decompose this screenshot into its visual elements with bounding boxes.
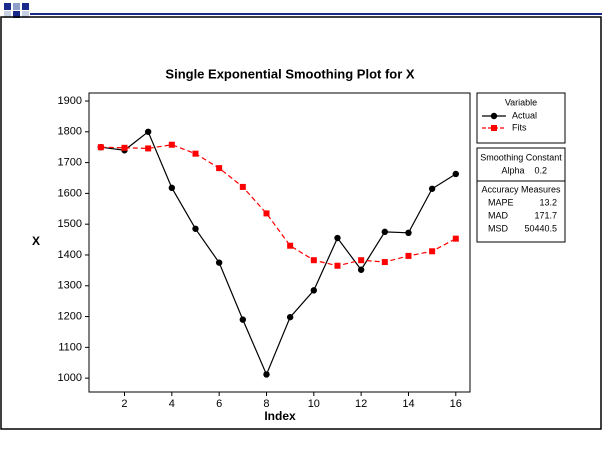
- data-point: [192, 225, 199, 232]
- data-point: [334, 234, 341, 242]
- y-tick-label: 1800: [58, 126, 82, 138]
- x-tick-label: 6: [216, 398, 222, 410]
- data-point: [287, 242, 294, 249]
- data-point: [121, 144, 128, 151]
- y-tick-label: 1600: [58, 187, 82, 199]
- legend-marker: [491, 125, 497, 131]
- data-point: [145, 145, 152, 152]
- plot-frame: [88, 92, 471, 393]
- legend-marker: [490, 112, 498, 120]
- data-point: [97, 144, 104, 151]
- data-point: [263, 210, 270, 217]
- accuracy-label: MAD: [488, 210, 509, 220]
- data-point: [192, 150, 199, 157]
- y-tick-label: 1400: [58, 249, 82, 261]
- x-tick-label: 8: [263, 398, 269, 410]
- chart-title: Single Exponential Smoothing Plot for X: [165, 66, 415, 81]
- data-point: [428, 185, 436, 192]
- smoothing-title: Smoothing Constant: [480, 152, 562, 162]
- x-tick-label: 14: [402, 398, 414, 410]
- data-point: [357, 266, 365, 273]
- legend-label: Fits: [512, 122, 527, 132]
- data-point: [405, 229, 412, 237]
- logo: [4, 3, 29, 18]
- accuracy-box: [476, 180, 566, 243]
- legend-label: Actual: [512, 110, 537, 120]
- data-point: [358, 257, 365, 264]
- accuracy-value: 13.2: [539, 197, 557, 207]
- data-point: [168, 141, 175, 148]
- x-tick-label: 12: [355, 398, 367, 410]
- data-point: [381, 228, 389, 236]
- series-line: [100, 130, 457, 376]
- x-tick-label: 16: [450, 398, 462, 410]
- data-point: [405, 252, 412, 259]
- data-point: [310, 287, 318, 294]
- data-point: [144, 128, 152, 135]
- data-point: [239, 316, 247, 323]
- data-point: [239, 183, 246, 190]
- y-tick-label: 1300: [58, 280, 82, 292]
- legend: Variable Smoothing Constant Alpha 0.2 Ac…: [476, 92, 566, 243]
- accuracy-value: 171.7: [534, 210, 557, 220]
- data-point: [215, 259, 223, 266]
- x-tick-label: 2: [121, 398, 127, 410]
- y-axis-label: X: [32, 234, 40, 248]
- data-point: [429, 248, 436, 255]
- data-point: [168, 184, 176, 192]
- y-tick-label: 1000: [58, 372, 82, 384]
- x-tick-label: 10: [308, 398, 320, 410]
- y-tick-label: 1700: [58, 156, 82, 168]
- x-axis-label: Index: [264, 409, 296, 423]
- slide-frame: [0, 16, 602, 430]
- accuracy-value: 50440.5: [524, 223, 557, 233]
- legend-title: Variable: [505, 97, 537, 107]
- y-tick-label: 1900: [58, 95, 82, 107]
- data-point: [452, 170, 460, 178]
- data-point: [381, 259, 388, 266]
- data-point: [216, 165, 223, 172]
- y-tick-label: 1100: [58, 341, 82, 353]
- data-point: [452, 235, 459, 242]
- x-tick-label: 4: [169, 398, 175, 410]
- data-point: [310, 257, 317, 264]
- smoothing-label: Alpha: [501, 165, 524, 175]
- data-point: [334, 262, 341, 269]
- series-line: [100, 144, 457, 267]
- accuracy-label: MSD: [488, 223, 509, 233]
- y-tick-label: 1500: [58, 218, 82, 230]
- accuracy-label: MAPE: [488, 197, 514, 207]
- accuracy-title: Accuracy Measures: [481, 184, 561, 194]
- smoothing-value: 0.2: [534, 165, 547, 175]
- y-tick-label: 1200: [58, 310, 82, 322]
- data-point: [286, 313, 294, 321]
- data-point: [263, 371, 270, 378]
